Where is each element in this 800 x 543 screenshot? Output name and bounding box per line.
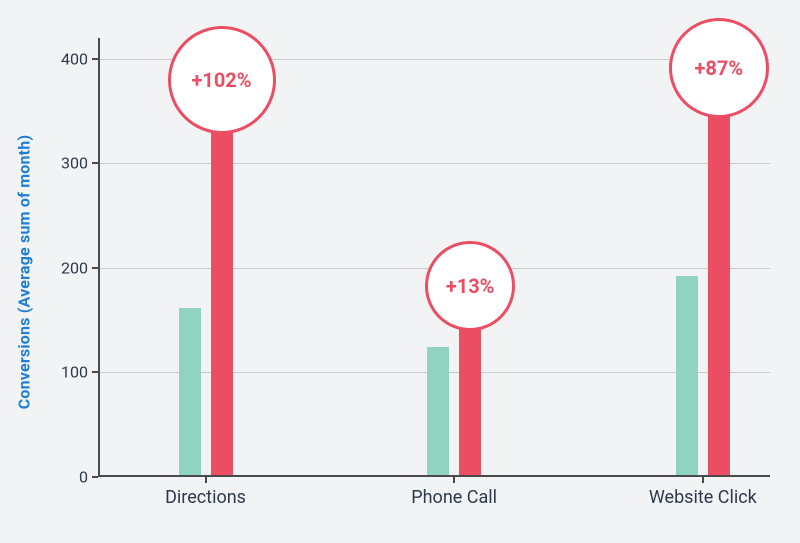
x-tick-mark <box>205 477 207 483</box>
x-category-label: Directions <box>165 487 246 508</box>
conversions-chart: Conversions (Average sum of month) 01002… <box>0 0 800 543</box>
delta-bubble: +87% <box>669 18 769 118</box>
plot-area: 0100200300400DirectionsPhone CallWebsite… <box>98 38 770 477</box>
x-axis-line <box>98 475 770 477</box>
bar-before <box>427 347 449 475</box>
y-axis-line <box>98 38 100 477</box>
y-axis-title: Conversions (Average sum of month) <box>15 134 34 409</box>
bar-after <box>459 329 481 475</box>
y-tick-label: 400 <box>61 49 98 68</box>
delta-bubble: +13% <box>425 241 515 331</box>
y-tick-label: 200 <box>61 258 98 277</box>
bar-before <box>676 276 698 475</box>
x-category-label: Phone Call <box>411 487 497 508</box>
grid-line <box>98 163 770 164</box>
x-tick-mark <box>702 477 704 483</box>
x-tick-mark <box>453 477 455 483</box>
bar-after <box>708 101 730 475</box>
bar-after <box>211 132 233 475</box>
delta-bubble: +102% <box>168 26 276 134</box>
bar-before <box>179 308 201 475</box>
y-tick-label: 0 <box>79 468 98 487</box>
x-category-label: Website Click <box>649 487 757 508</box>
y-tick-label: 300 <box>61 154 98 173</box>
y-tick-label: 100 <box>61 363 98 382</box>
